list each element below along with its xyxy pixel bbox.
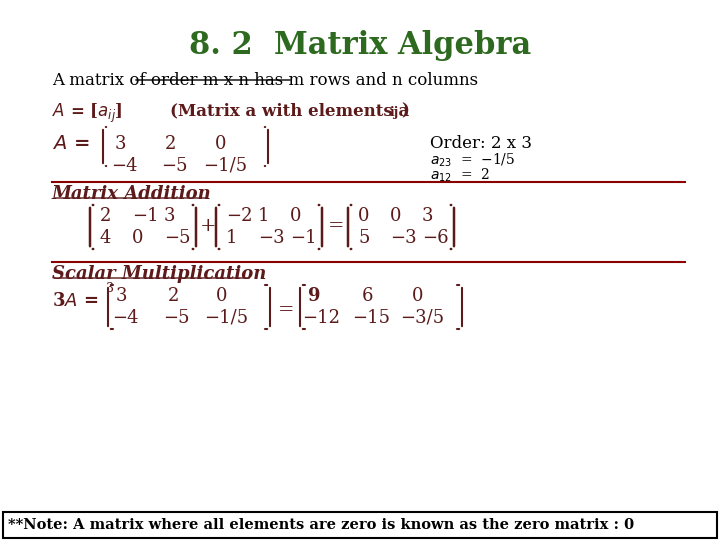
Text: 2: 2	[165, 135, 176, 153]
Text: −3: −3	[390, 229, 417, 247]
Text: 1: 1	[258, 207, 269, 225]
Text: 3: 3	[116, 287, 127, 305]
Text: $\it{A}$ = [$\it{a_{ij}}$]: $\it{A}$ = [$\it{a_{ij}}$]	[52, 102, 122, 125]
Text: Matrix Addition: Matrix Addition	[52, 185, 212, 203]
Text: 3: 3	[422, 207, 433, 225]
Text: 0: 0	[412, 287, 423, 305]
Text: −5: −5	[164, 229, 191, 247]
Text: −12: −12	[302, 309, 340, 327]
Text: 0: 0	[216, 287, 228, 305]
Text: 0: 0	[390, 207, 402, 225]
Text: A matrix of order m x n has m rows and n columns: A matrix of order m x n has m rows and n…	[52, 72, 478, 89]
Text: −3/5: −3/5	[400, 309, 444, 327]
Text: 3: 3	[106, 282, 114, 295]
Text: **Note: A matrix where all elements are zero is known as the zero matrix : 0: **Note: A matrix where all elements are …	[8, 518, 634, 532]
Text: Scalar Multiplication: Scalar Multiplication	[52, 265, 266, 283]
Text: 6: 6	[362, 287, 374, 305]
Text: 9: 9	[308, 287, 320, 305]
Text: $\it{A}$ =: $\it{A}$ =	[52, 135, 89, 153]
Text: −2: −2	[226, 207, 253, 225]
Text: −5: −5	[161, 157, 187, 175]
Text: 4: 4	[100, 229, 112, 247]
Text: −1/5: −1/5	[203, 157, 247, 175]
FancyBboxPatch shape	[3, 512, 717, 538]
Text: (Matrix a with elements a: (Matrix a with elements a	[170, 102, 409, 119]
Text: −1: −1	[290, 229, 317, 247]
Text: −4: −4	[112, 309, 138, 327]
Text: $a_{12}$  =  2: $a_{12}$ = 2	[430, 167, 490, 184]
Text: 1: 1	[226, 229, 238, 247]
Text: 2: 2	[168, 287, 179, 305]
Text: 3: 3	[115, 135, 127, 153]
Text: +: +	[200, 217, 217, 235]
Text: ): )	[401, 102, 409, 119]
Text: −6: −6	[422, 229, 449, 247]
Text: 0: 0	[215, 135, 227, 153]
Text: −1: −1	[132, 207, 158, 225]
Text: $a_{23}$  =  $-$1/5: $a_{23}$ = $-$1/5	[430, 152, 516, 170]
Text: −3: −3	[258, 229, 284, 247]
Text: 0: 0	[290, 207, 302, 225]
Text: −15: −15	[352, 309, 390, 327]
Text: =: =	[328, 217, 344, 235]
Text: 0: 0	[358, 207, 369, 225]
Text: Order: 2 x 3: Order: 2 x 3	[430, 135, 532, 152]
Text: =: =	[278, 301, 294, 319]
Text: ij: ij	[390, 106, 400, 119]
Text: 8. 2  Matrix Algebra: 8. 2 Matrix Algebra	[189, 30, 531, 61]
Text: −1/5: −1/5	[204, 309, 248, 327]
Text: 5: 5	[358, 229, 369, 247]
Text: 3: 3	[164, 207, 176, 225]
Text: −5: −5	[163, 309, 189, 327]
Text: −4: −4	[111, 157, 138, 175]
Text: 0: 0	[132, 229, 143, 247]
Text: 3$\it{A}$ =: 3$\it{A}$ =	[52, 292, 98, 310]
Text: 2: 2	[100, 207, 112, 225]
